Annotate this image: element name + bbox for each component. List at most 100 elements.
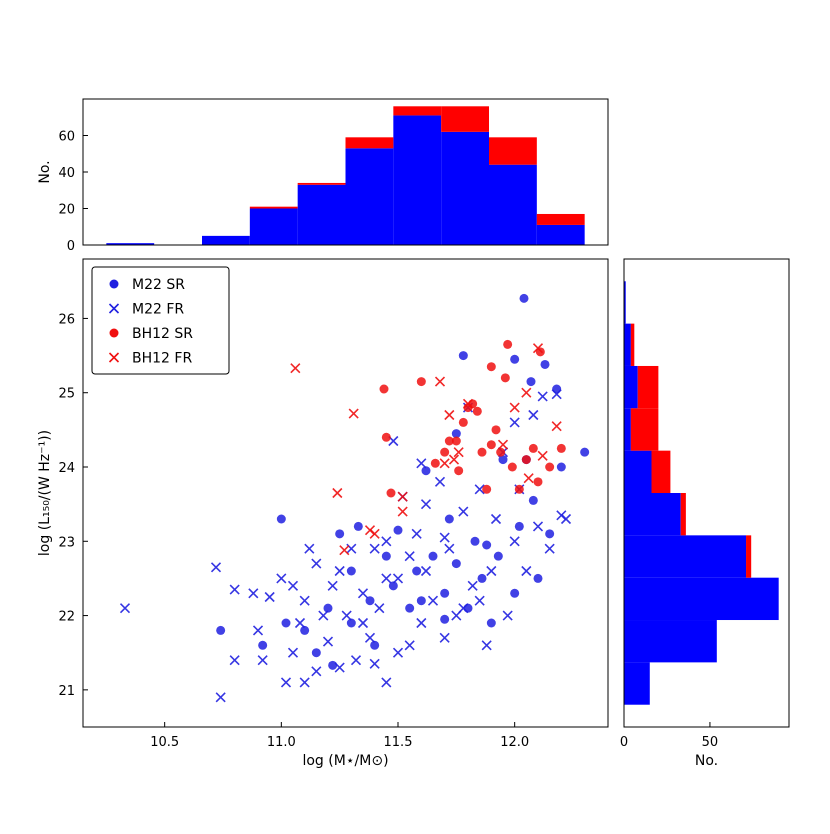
point bbox=[397, 506, 408, 517]
point bbox=[294, 617, 306, 629]
point bbox=[509, 402, 520, 413]
point bbox=[392, 647, 404, 658]
y-tick-label: 24 bbox=[58, 461, 75, 476]
point bbox=[264, 591, 275, 603]
point bbox=[229, 655, 240, 666]
point bbox=[458, 603, 469, 614]
point bbox=[210, 562, 222, 573]
point bbox=[509, 417, 520, 428]
point bbox=[514, 521, 524, 531]
point bbox=[486, 565, 497, 577]
point bbox=[463, 603, 473, 613]
point bbox=[458, 351, 468, 361]
point bbox=[381, 536, 392, 547]
point bbox=[545, 529, 555, 539]
point bbox=[453, 447, 464, 458]
x-axis-label: log (M⋆/M⊙) bbox=[302, 753, 388, 769]
x-tick-label: 0 bbox=[620, 735, 628, 750]
point bbox=[510, 354, 520, 364]
point bbox=[528, 443, 538, 453]
point bbox=[420, 565, 432, 577]
point bbox=[497, 439, 509, 450]
bar bbox=[637, 365, 659, 409]
point bbox=[335, 529, 345, 539]
point bbox=[405, 603, 415, 613]
point bbox=[258, 640, 268, 650]
point bbox=[493, 551, 503, 561]
point bbox=[507, 462, 517, 472]
bar bbox=[624, 365, 638, 409]
point bbox=[535, 347, 545, 357]
point bbox=[404, 551, 415, 562]
point bbox=[503, 339, 513, 349]
point bbox=[540, 359, 550, 369]
bar bbox=[202, 235, 250, 245]
point bbox=[491, 425, 501, 435]
point bbox=[526, 377, 536, 387]
point bbox=[521, 387, 532, 398]
point bbox=[470, 536, 480, 546]
point bbox=[353, 521, 363, 531]
point bbox=[510, 588, 520, 598]
point bbox=[381, 677, 392, 688]
point bbox=[332, 487, 343, 499]
point bbox=[458, 506, 469, 517]
point bbox=[458, 417, 468, 427]
bar bbox=[630, 408, 659, 451]
legend-label: M22 FR bbox=[132, 302, 184, 318]
point bbox=[560, 513, 572, 525]
point bbox=[551, 389, 562, 400]
point bbox=[444, 436, 454, 446]
y-axis-label: log (L₁₅₀/(W Hz⁻¹)) bbox=[37, 430, 53, 556]
point bbox=[474, 595, 485, 606]
legend-label: BH12 FR bbox=[132, 351, 192, 367]
point bbox=[290, 363, 301, 374]
legend-marker bbox=[108, 352, 120, 363]
bar bbox=[489, 137, 537, 165]
point bbox=[411, 528, 422, 539]
axes: 0 20 40 60 No. bbox=[37, 98, 609, 254]
point bbox=[392, 573, 404, 584]
point bbox=[287, 647, 299, 658]
point bbox=[421, 466, 431, 476]
point bbox=[462, 398, 474, 409]
point bbox=[257, 655, 268, 666]
point bbox=[467, 580, 478, 591]
point bbox=[416, 377, 426, 387]
point bbox=[397, 491, 408, 502]
point bbox=[427, 595, 439, 606]
point bbox=[252, 625, 264, 636]
x-tick-label: 11.5 bbox=[384, 735, 413, 750]
point bbox=[468, 399, 478, 409]
bar bbox=[441, 131, 489, 245]
point bbox=[365, 596, 375, 606]
legend-box bbox=[91, 266, 230, 375]
bar bbox=[536, 213, 585, 225]
point bbox=[482, 484, 492, 494]
bar bbox=[624, 577, 779, 621]
point bbox=[556, 462, 566, 472]
point bbox=[486, 440, 496, 450]
bar bbox=[651, 450, 671, 493]
point bbox=[304, 543, 315, 554]
point bbox=[486, 618, 496, 628]
point bbox=[381, 551, 391, 561]
point bbox=[381, 432, 391, 442]
bar bbox=[297, 182, 346, 185]
x-axis-label: No. bbox=[695, 753, 718, 769]
bar bbox=[630, 323, 635, 366]
point bbox=[514, 484, 524, 494]
bar bbox=[624, 450, 652, 493]
point bbox=[348, 408, 359, 419]
point bbox=[528, 495, 538, 505]
point bbox=[486, 362, 496, 372]
point bbox=[509, 536, 520, 547]
y-axis-label: No. bbox=[37, 160, 53, 183]
point bbox=[451, 429, 461, 439]
point bbox=[369, 543, 380, 554]
point bbox=[439, 632, 450, 643]
point bbox=[346, 566, 356, 576]
bar bbox=[393, 115, 442, 245]
point bbox=[339, 545, 350, 556]
